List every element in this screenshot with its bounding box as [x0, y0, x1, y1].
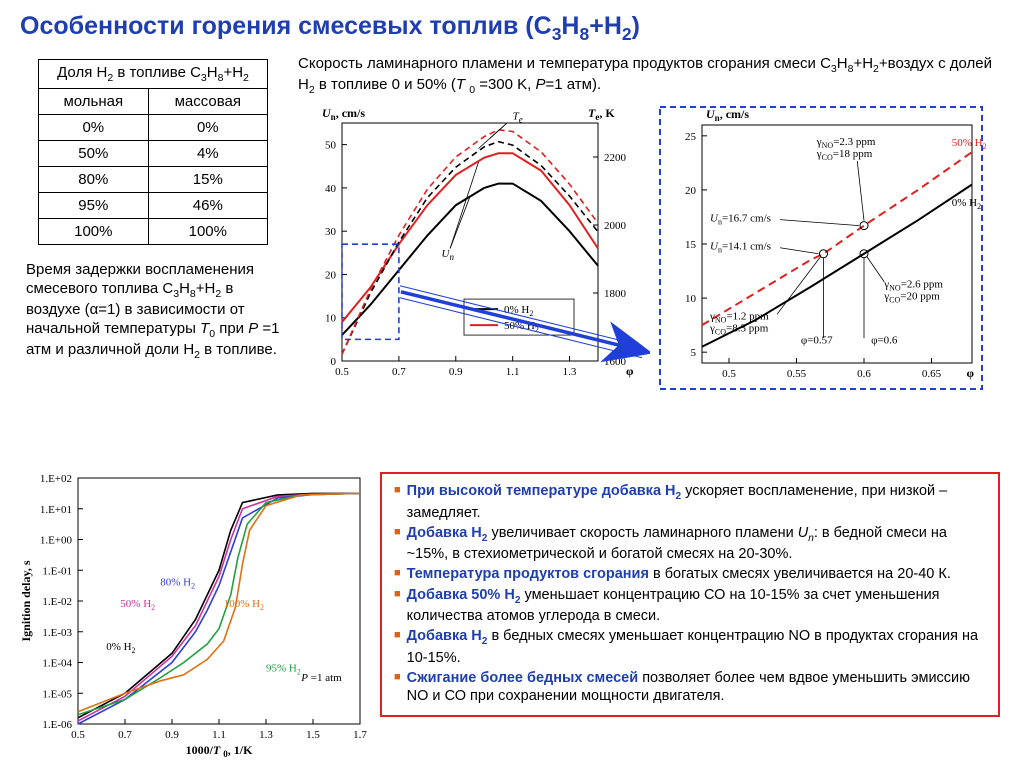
zoom-chart: 0.5 0.55 0.6 0.65 5 10 15 20 25 Un, cm/s φ Un=16.7 …: [656, 103, 986, 393]
svg-text:0% H2: 0% H2: [952, 197, 981, 211]
svg-text:γCO=8.3 ppm: γCO=8.3 ppm: [709, 323, 769, 337]
svg-text:1.3: 1.3: [563, 366, 577, 378]
svg-text:30: 30: [325, 226, 337, 238]
svg-text:15: 15: [685, 239, 697, 251]
svg-text:1.5: 1.5: [306, 729, 320, 741]
svg-text:1.E-06: 1.E-06: [42, 719, 72, 731]
svg-text:0.7: 0.7: [118, 729, 132, 741]
svg-text:Te: Te: [513, 111, 523, 125]
svg-text:0.65: 0.65: [922, 368, 942, 380]
svg-text:1000/T 0, 1/K: 1000/T 0, 1/K: [186, 743, 254, 758]
svg-text:20: 20: [325, 270, 337, 282]
svg-text:50% H2: 50% H2: [952, 137, 986, 151]
svg-text:0.6: 0.6: [857, 368, 871, 380]
svg-text:10: 10: [325, 313, 337, 325]
svg-text:1.E-05: 1.E-05: [42, 688, 72, 700]
svg-text:γCO=18 ppm: γCO=18 ppm: [816, 148, 873, 162]
svg-text:50% H2: 50% H2: [120, 598, 155, 612]
svg-text:Un, cm/s: Un, cm/s: [322, 106, 365, 122]
svg-text:0.55: 0.55: [787, 368, 807, 380]
svg-text:Ignition delay, s: Ignition delay, s: [19, 560, 33, 641]
svg-text:1.1: 1.1: [506, 366, 520, 378]
svg-text:φ: φ: [626, 364, 634, 378]
svg-text:Te, K: Te, K: [588, 106, 615, 122]
svg-text:5: 5: [691, 347, 697, 359]
flame-speed-chart: 0.5 0.7 0.9 1.1 1.3 0 10 20 30 40 50 1600 1800 2000 22…: [290, 103, 650, 393]
svg-text:0% H2: 0% H2: [106, 641, 135, 655]
svg-text:0% H2: 0% H2: [504, 304, 533, 318]
ignition-delay-chart: 0.5 0.7 0.9 1.1 1.3 1.5 1.7 1.E-06 1.E-05 1.E-04 1…: [12, 468, 372, 758]
svg-text:0.7: 0.7: [392, 366, 406, 378]
ignition-caption: Время задержки воспламенения смесевого т…: [20, 261, 280, 362]
svg-text:1.7: 1.7: [353, 729, 367, 741]
svg-text:1.E+02: 1.E+02: [40, 473, 72, 485]
svg-text:1.E-04: 1.E-04: [42, 658, 72, 670]
svg-text:γCO=20 ppm: γCO=20 ppm: [883, 291, 940, 305]
svg-text:0: 0: [331, 356, 337, 368]
svg-text:1.E-03: 1.E-03: [42, 627, 72, 639]
conclusions-box: ■При высокой температуре добавка H2 уско…: [380, 472, 1000, 717]
svg-text:40: 40: [325, 183, 337, 195]
svg-text:1.E-01: 1.E-01: [42, 565, 72, 577]
svg-text:φ=0.6: φ=0.6: [871, 335, 898, 347]
svg-text:0.5: 0.5: [335, 366, 349, 378]
svg-text:0.5: 0.5: [722, 368, 736, 380]
fraction-table: Доля Н2 в топливе С3Н8+Н2 мольнаямассова…: [20, 59, 280, 245]
svg-text:Un=16.7 cm/s: Un=16.7 cm/s: [710, 213, 771, 227]
svg-text:Un: Un: [442, 248, 455, 262]
svg-text:1.E-02: 1.E-02: [42, 596, 72, 608]
svg-text:φ=0.57: φ=0.57: [801, 335, 833, 347]
svg-text:1800: 1800: [604, 288, 627, 300]
svg-text:1.3: 1.3: [259, 729, 273, 741]
svg-text:50: 50: [325, 140, 337, 152]
svg-text:1600: 1600: [604, 356, 627, 368]
svg-text:95% H2: 95% H2: [266, 663, 301, 677]
svg-text:25: 25: [685, 131, 697, 143]
svg-text:1.1: 1.1: [212, 729, 226, 741]
page-title: Особенности горения смесевых топлив (С3Н…: [20, 12, 1004, 45]
top-caption: Скорость ламинарного пламени и температу…: [290, 55, 1004, 97]
svg-text:φ: φ: [967, 366, 975, 380]
svg-text:2200: 2200: [604, 152, 627, 164]
svg-text:1.E+00: 1.E+00: [40, 535, 73, 547]
svg-text:80% H2: 80% H2: [160, 577, 195, 591]
svg-text:1.E+01: 1.E+01: [40, 504, 72, 516]
svg-text:P =1 atm: P =1 atm: [300, 672, 342, 684]
svg-text:2000: 2000: [604, 220, 627, 232]
svg-text:0.9: 0.9: [449, 366, 463, 378]
svg-text:Un, cm/s: Un, cm/s: [706, 107, 749, 123]
svg-text:0.9: 0.9: [165, 729, 179, 741]
svg-text:Un=14.1 cm/s: Un=14.1 cm/s: [710, 241, 771, 255]
svg-text:100% H2: 100% H2: [224, 598, 264, 612]
svg-text:20: 20: [685, 185, 697, 197]
svg-text:10: 10: [685, 293, 697, 305]
svg-text:0.5: 0.5: [71, 729, 85, 741]
